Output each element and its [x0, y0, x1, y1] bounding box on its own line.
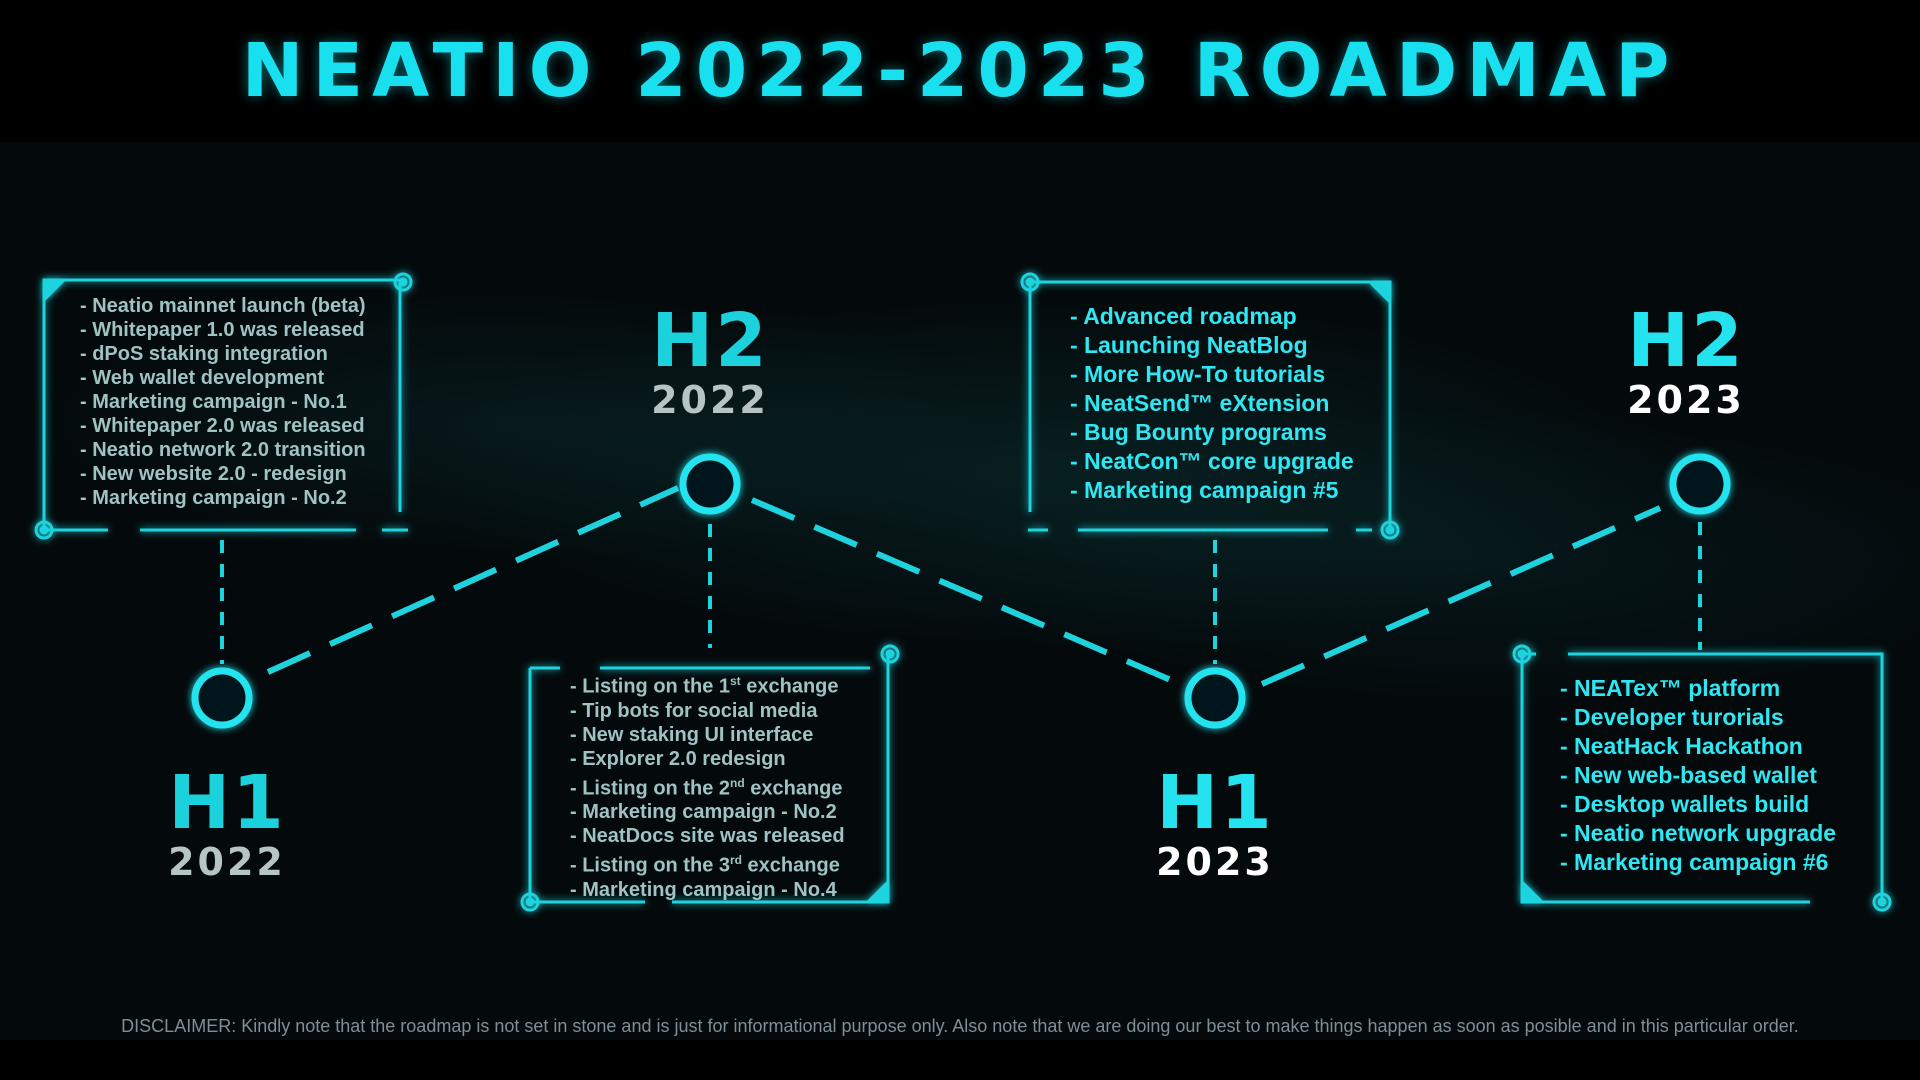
footer-bar [0, 1040, 1920, 1080]
milestone-item: - Listing on the 2nd exchange [570, 771, 845, 801]
milestone-item: - NeatDocs site was released [570, 825, 845, 848]
milestone-item: - Marketing campaign - No.1 [80, 391, 347, 413]
timeline-path [266, 485, 1662, 687]
milestone-item: - Marketing campaign - No.4 [570, 878, 837, 901]
half-label: H1 [168, 760, 286, 846]
milestone-item: - Web wallet development [80, 367, 325, 389]
milestone-item: - Bug Bounty programs [1070, 419, 1327, 445]
milestone-list-h1-2022: - Neatio mainnet launch (beta) - Whitepap… [80, 294, 366, 510]
milestone-item: - Marketing campaign - No.2 [80, 487, 347, 509]
disclaimer-text: DISCLAIMER: Kindly note that the roadmap… [121, 1016, 1799, 1036]
milestone-list-h2-2022: - Listing on the 1st exchange - Tip bots … [570, 669, 845, 902]
milestone-item: - NeatSend™ eXtension [1070, 390, 1330, 416]
milestone-item: - Neatio network 2.0 transition [80, 439, 366, 461]
milestone-item: - New website 2.0 - redesign [80, 463, 347, 485]
year-label: 2022 [168, 840, 286, 884]
milestone-item: - Marketing campaign #5 [1070, 477, 1339, 503]
stems [220, 522, 1702, 664]
year-label: 2023 [1627, 378, 1745, 422]
milestone-item: - Launching NeatBlog [1070, 332, 1308, 358]
milestone-item: - Neatio network upgrade [1560, 820, 1837, 846]
node-h2-2022 [679, 453, 741, 515]
year-label: 2022 [651, 378, 769, 422]
milestone-item: - Marketing campaign #6 [1560, 849, 1829, 875]
milestone-item: - NeatHack Hackathon [1560, 733, 1803, 759]
milestone-item: - New web-based wallet [1560, 762, 1817, 788]
milestone-list-h2-2023: - NEATex™ platform - Developer turorials -… [1560, 674, 1836, 877]
milestone-item: - NEATex™ platform [1560, 675, 1781, 701]
milestone-item: - Tip bots for social media [570, 699, 818, 722]
milestone-item: - Explorer 2.0 redesign [570, 747, 786, 770]
node-h2-2023 [1669, 453, 1731, 515]
period-label-h2-2023: H2 2023 [1606, 302, 1766, 420]
item-text: exchange [744, 777, 843, 800]
half-label: H2 [651, 298, 769, 384]
page-title: NEATIO 2022-2023 ROADMAP [241, 28, 1679, 114]
header-bar: NEATIO 2022-2023 ROADMAP [0, 0, 1920, 142]
item-text: - Listing on the 1 [570, 675, 730, 698]
item-text: exchange [740, 675, 839, 698]
frame-h1-2022 [34, 272, 413, 540]
milestone-item: - Developer turorials [1560, 704, 1784, 730]
milestone-item: - Desktop wallets build [1560, 791, 1810, 817]
half-label: H1 [1156, 760, 1274, 846]
milestone-item: - New staking UI interface [570, 723, 814, 746]
node-h1-2023 [1184, 667, 1246, 729]
period-label-h2-2022: H2 2022 [630, 302, 790, 420]
year-label: 2023 [1156, 840, 1274, 884]
milestone-item: - More How-To tutorials [1070, 361, 1326, 387]
period-label-h1-2023: H1 2023 [1140, 764, 1290, 882]
item-text: - Listing on the 3 [570, 854, 730, 877]
ordinal-suffix: rd [730, 853, 742, 868]
milestone-item: - Neatio mainnet launch (beta) [80, 295, 366, 317]
ordinal-suffix: st [730, 674, 741, 688]
milestone-item: - NeatCon™ core upgrade [1070, 448, 1354, 474]
milestone-item: - Listing on the 1st exchange [570, 669, 845, 699]
connector-h1-2023-to-h2-2023 [1260, 505, 1662, 687]
milestone-item: - Listing on the 3rd exchange [570, 848, 845, 878]
frame-h2-2022 [520, 644, 900, 912]
milestone-item: - dPoS staking integration [80, 343, 328, 365]
ordinal-suffix: nd [730, 775, 745, 790]
milestone-item: - Whitepaper 2.0 was released [80, 415, 365, 437]
frame-h1-2023 [1020, 272, 1400, 540]
frame-h2-2023 [1512, 644, 1892, 912]
roadmap-stage [0, 142, 1920, 1040]
item-text: - Listing on the 2 [570, 777, 730, 800]
period-label-h1-2022: H1 2022 [152, 764, 302, 882]
milestone-list-h1-2023: - Advanced roadmap - Launching NeatBlog - … [1070, 302, 1354, 505]
milestone-item: - Whitepaper 1.0 was released [80, 319, 365, 341]
item-text: exchange [742, 854, 840, 877]
milestone-item: - Advanced roadmap [1070, 303, 1297, 329]
connector-h2-2022-to-h1-2023 [750, 497, 1182, 687]
half-label: H2 [1627, 298, 1745, 384]
connector-h1-2022-to-h2-2022 [266, 485, 680, 675]
node-h1-2022 [191, 667, 253, 729]
milestone-item: - Marketing campaign - No.2 [570, 801, 837, 824]
